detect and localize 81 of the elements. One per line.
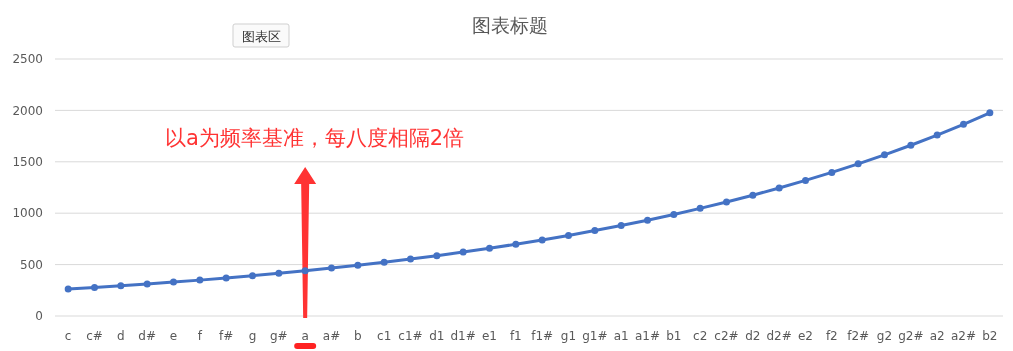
point	[670, 210, 678, 218]
x-tick-label: d1#	[450, 329, 476, 344]
x-tick-label: g#	[270, 329, 288, 344]
x-tick-label: f2#	[847, 329, 870, 344]
point	[143, 280, 151, 288]
x-tick-label: g1	[560, 329, 577, 344]
point	[249, 272, 256, 280]
point	[486, 244, 493, 252]
point	[196, 276, 204, 284]
point	[617, 222, 625, 230]
chart-title: 图表标题	[472, 14, 548, 36]
point	[723, 198, 730, 206]
point	[328, 264, 335, 272]
x-tick-label: d#	[138, 329, 156, 344]
y-tick-label: 0	[35, 309, 43, 324]
y-tick-label: 1500	[12, 155, 43, 169]
point	[749, 191, 757, 199]
x-tick-label: f2	[825, 329, 838, 344]
x-tick-label: d	[117, 329, 125, 344]
point	[117, 282, 125, 290]
x-tick-label: e1	[481, 329, 498, 344]
point	[775, 184, 783, 192]
point	[986, 109, 994, 117]
x-tick-label: e	[169, 329, 178, 344]
point	[881, 151, 888, 159]
point	[380, 258, 388, 266]
x-tick-label: d1	[429, 329, 445, 344]
y-tick-label: 500	[20, 257, 43, 272]
point	[644, 216, 651, 224]
x-tick-label: f#	[219, 329, 234, 344]
x-tick-label: g2#	[898, 329, 924, 344]
point	[802, 176, 809, 184]
x-tick-label: b2	[982, 329, 998, 344]
x-tick-label: f1#	[531, 329, 554, 344]
x-tick-label: a	[301, 329, 309, 344]
x-tick-label: b1	[666, 329, 682, 344]
x-tick-label: a1	[613, 329, 629, 344]
point	[565, 231, 572, 239]
point	[170, 278, 177, 286]
point	[275, 269, 283, 277]
point	[354, 261, 362, 269]
point	[933, 131, 941, 139]
point	[907, 141, 915, 149]
annotation: 以a为频率基准，每八度相隔2倍	[165, 126, 465, 150]
x-tick-label: b	[354, 329, 362, 344]
point	[512, 240, 520, 248]
x-tick-label: g1#	[582, 329, 608, 344]
x-tick-label: d2#	[766, 329, 792, 344]
x-tick-label: c2#	[714, 329, 739, 344]
y-tick-label: 1000	[12, 206, 43, 221]
point	[960, 120, 967, 128]
x-tick-label: c#	[86, 329, 103, 344]
y-tick-label: 2000	[12, 103, 43, 118]
x-tick-label: c1	[377, 329, 392, 344]
x-tick-label: a#	[322, 329, 341, 344]
point	[591, 227, 599, 235]
x-tick-label: c	[64, 329, 72, 344]
point	[91, 284, 98, 292]
point	[696, 204, 704, 212]
x-tick-label: a2#	[950, 329, 977, 344]
point	[459, 248, 467, 256]
x-tick-label: f1	[509, 329, 522, 344]
x-tick-label: g2	[876, 329, 893, 344]
point	[828, 168, 836, 176]
point	[538, 236, 546, 244]
point	[407, 255, 414, 263]
y-tick-label: 2500	[12, 52, 43, 67]
x-tick-label: c2	[693, 329, 708, 344]
point	[433, 252, 441, 260]
point	[301, 267, 309, 275]
point	[64, 285, 72, 293]
x-tick-label: a2	[929, 329, 945, 344]
x-tick-label: c1#	[398, 329, 423, 344]
x-tick-label: e2	[797, 329, 814, 344]
x-tick-label: f	[197, 329, 203, 344]
x-tick-label: a1#	[634, 329, 661, 344]
point	[854, 160, 862, 168]
x-tick-label: g	[248, 329, 257, 344]
text: 图表区	[241, 28, 281, 44]
x-tick-label: d2	[745, 329, 761, 344]
point	[222, 274, 230, 282]
